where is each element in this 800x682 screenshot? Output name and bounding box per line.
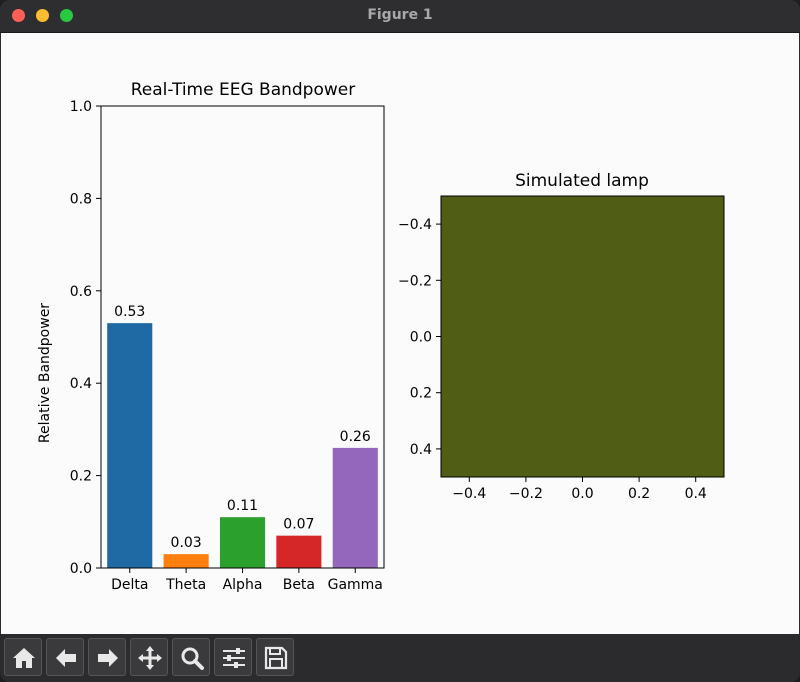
bar-y-ticks: 0.0 0.2 0.4 0.6 0.8 1.0 [70, 99, 101, 577]
x-tick-label: Delta [111, 577, 148, 593]
simulated-lamp-chart: Simulated lamp −0.4 −0.2 0.0 0.2 0.4 −0.4−0.… [398, 171, 725, 502]
zoom-button[interactable] [172, 638, 210, 676]
bar-chart-title: Real-Time EEG Bandpower [131, 80, 355, 100]
lamp-x-tick-label: −0.2 [509, 486, 543, 502]
sliders-icon [223, 648, 245, 668]
lamp-x-tick-label: 0.4 [685, 486, 707, 502]
lamp-y-ticks: −0.4 −0.2 0.0 0.2 0.4 [398, 217, 441, 458]
lamp-y-tick-label: 0.4 [410, 442, 432, 458]
magnifier-icon [181, 647, 204, 670]
title-bar: Figure 1 [0, 0, 800, 33]
navigation-toolbar [0, 634, 800, 682]
bar-beta [276, 535, 322, 568]
lamp-image [440, 195, 725, 478]
pan-button[interactable] [130, 638, 168, 676]
lamp-x-tick-label: 0.2 [628, 486, 650, 502]
x-tick-label: Gamma [328, 577, 383, 593]
y-tick-label: 0.8 [70, 191, 92, 207]
lamp-x-ticks: −0.4 −0.2 0.0 0.2 0.4 [452, 477, 707, 502]
figure-canvas: Real-Time EEG Bandpower Relative Bandpow… [1, 33, 799, 634]
x-tick-label: Beta [283, 577, 315, 593]
minimize-window-button[interactable] [36, 9, 49, 22]
configure-subplots-button[interactable] [214, 638, 252, 676]
bar-alpha [219, 517, 266, 568]
y-tick-label: 1.0 [70, 99, 92, 115]
window-title: Figure 1 [367, 7, 433, 23]
x-tick-label: Theta [165, 577, 206, 593]
maximize-window-button[interactable] [60, 9, 73, 22]
bandpower-bar-chart: Real-Time EEG Bandpower Relative Bandpow… [37, 80, 385, 593]
figure-svg: Real-Time EEG Bandpower Relative Bandpow… [37, 80, 725, 593]
y-axis-label: Relative Bandpower [37, 303, 53, 443]
back-button[interactable] [46, 638, 84, 676]
bar-delta [107, 323, 153, 568]
arrow-right-icon [98, 649, 118, 667]
x-tick-label: Alpha [223, 577, 263, 593]
move-icon [138, 646, 162, 670]
lamp-y-tick-label: 0.2 [410, 386, 432, 402]
bar-value-label: 0.26 [340, 429, 371, 445]
close-window-button[interactable] [12, 9, 25, 22]
lamp-x-tick-label: 0.0 [571, 486, 593, 502]
lamp-y-tick-label: −0.4 [398, 217, 432, 233]
bar-value-label: 0.11 [227, 498, 258, 514]
y-tick-label: 0.4 [70, 376, 92, 392]
bar-value-label: 0.53 [114, 304, 145, 320]
save-button[interactable] [256, 638, 294, 676]
lamp-title: Simulated lamp [515, 171, 649, 191]
home-icon [13, 648, 35, 668]
lamp-x-tick-label: −0.4 [452, 486, 486, 502]
lamp-y-tick-label: −0.2 [398, 273, 432, 289]
bar-value-label: 0.03 [171, 535, 202, 551]
y-tick-label: 0.2 [70, 469, 92, 485]
bar-theta [163, 554, 209, 568]
bar-marks: 0.53 0.03 0.11 0.07 0.26 [107, 304, 378, 568]
home-button[interactable] [4, 638, 42, 676]
y-tick-label: 0.6 [70, 284, 92, 300]
bar-gamma [332, 447, 378, 568]
floppy-disk-icon [264, 646, 288, 670]
lamp-y-tick-label: 0.0 [410, 330, 432, 346]
bar-value-label: 0.07 [283, 517, 314, 533]
y-tick-label: 0.0 [70, 561, 92, 577]
bar-x-ticks: Delta Theta Alpha Beta Gamma [111, 568, 383, 593]
forward-button[interactable] [88, 638, 126, 676]
arrow-left-icon [56, 649, 76, 667]
